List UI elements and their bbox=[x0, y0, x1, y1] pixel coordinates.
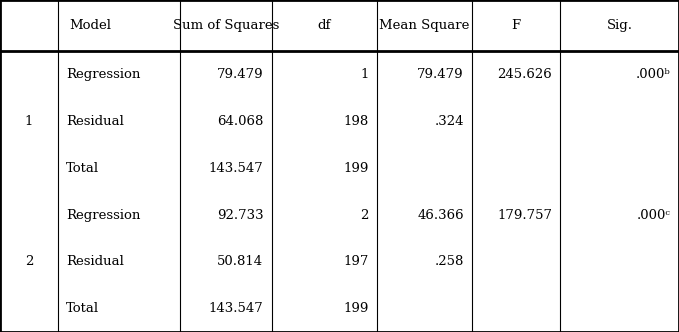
Text: 92.733: 92.733 bbox=[217, 208, 263, 221]
Text: Residual: Residual bbox=[66, 115, 124, 128]
Text: Sum of Squares: Sum of Squares bbox=[172, 19, 279, 32]
Text: Total: Total bbox=[66, 162, 99, 175]
Text: Regression: Regression bbox=[66, 208, 141, 221]
Text: Sig.: Sig. bbox=[606, 19, 633, 32]
Text: Mean Square: Mean Square bbox=[379, 19, 470, 32]
Text: 79.479: 79.479 bbox=[417, 68, 464, 81]
Text: 64.068: 64.068 bbox=[217, 115, 263, 128]
Text: 2: 2 bbox=[24, 255, 33, 268]
Text: .324: .324 bbox=[435, 115, 464, 128]
Text: 198: 198 bbox=[344, 115, 369, 128]
Text: 46.366: 46.366 bbox=[417, 208, 464, 221]
Text: df: df bbox=[318, 19, 331, 32]
Text: .000ᶜ: .000ᶜ bbox=[637, 208, 671, 221]
Text: 79.479: 79.479 bbox=[217, 68, 263, 81]
Text: 143.547: 143.547 bbox=[208, 162, 263, 175]
Text: Residual: Residual bbox=[66, 255, 124, 268]
Text: 1: 1 bbox=[24, 115, 33, 128]
Text: 1: 1 bbox=[361, 68, 369, 81]
Text: .000ᵇ: .000ᵇ bbox=[636, 68, 671, 81]
Text: 179.757: 179.757 bbox=[497, 208, 552, 221]
Text: F: F bbox=[511, 19, 521, 32]
Text: Regression: Regression bbox=[66, 68, 141, 81]
Text: 199: 199 bbox=[344, 302, 369, 315]
Text: Model: Model bbox=[69, 19, 111, 32]
Text: 245.626: 245.626 bbox=[497, 68, 552, 81]
Text: Total: Total bbox=[66, 302, 99, 315]
Text: 197: 197 bbox=[344, 255, 369, 268]
Text: .258: .258 bbox=[435, 255, 464, 268]
Text: 143.547: 143.547 bbox=[208, 302, 263, 315]
Text: 199: 199 bbox=[344, 162, 369, 175]
Text: 50.814: 50.814 bbox=[217, 255, 263, 268]
Text: 2: 2 bbox=[361, 208, 369, 221]
